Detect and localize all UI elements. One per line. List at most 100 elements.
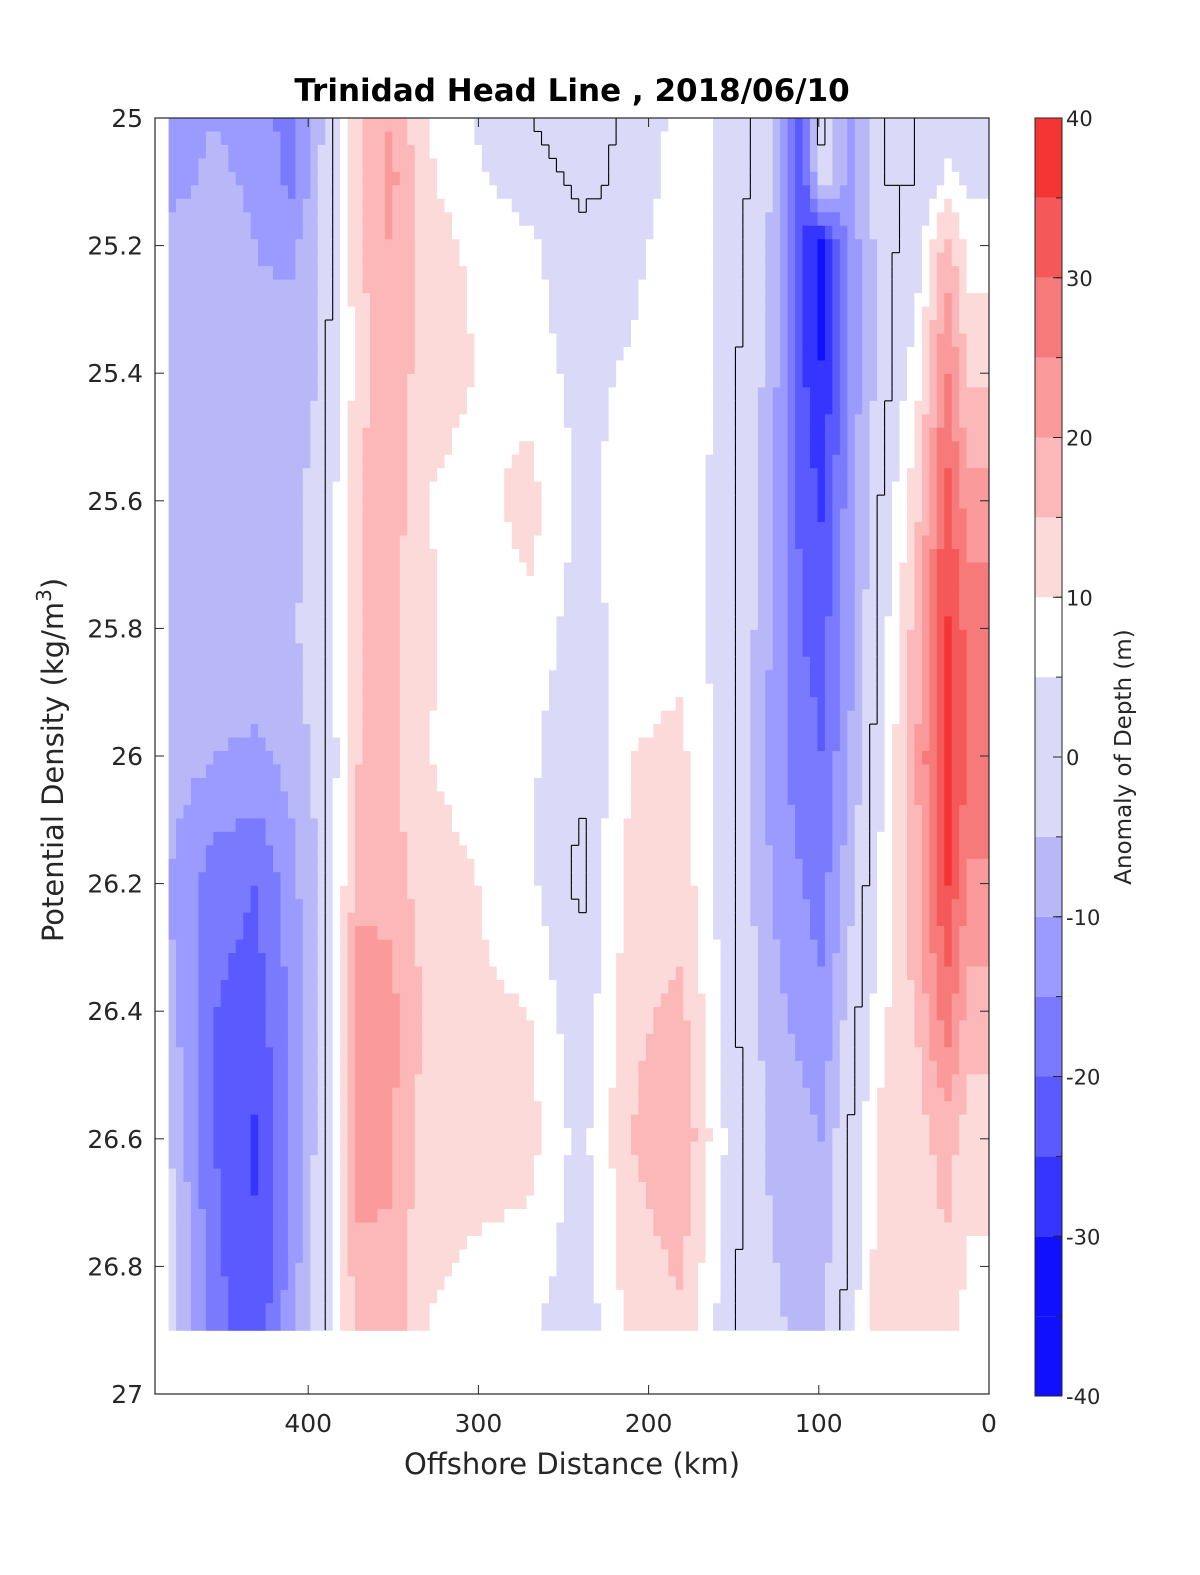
heatmap-cell <box>765 212 774 227</box>
heatmap-cell <box>929 158 938 173</box>
heatmap-cell <box>295 535 304 550</box>
heatmap-cell <box>280 656 289 671</box>
heatmap-cell <box>422 185 431 200</box>
heatmap-cell <box>511 131 520 146</box>
heatmap-cell <box>817 118 826 133</box>
heatmap-cell <box>720 306 729 321</box>
heatmap-cell <box>645 279 654 294</box>
heatmap-cell <box>839 118 848 133</box>
heatmap-cell <box>892 306 901 321</box>
heatmap-cell <box>720 266 729 281</box>
heatmap-cell <box>854 346 863 362</box>
heatmap-cell <box>795 198 804 213</box>
heatmap-cell <box>571 589 580 604</box>
heatmap-cell <box>750 535 759 550</box>
heatmap-cell <box>959 400 968 415</box>
heatmap-cell <box>287 279 296 294</box>
heatmap-cell <box>392 239 401 254</box>
heatmap-cell <box>608 656 617 671</box>
heatmap-cell <box>496 710 505 725</box>
heatmap-cell <box>683 212 692 227</box>
heatmap-cell <box>616 562 625 577</box>
heatmap-cell <box>384 171 393 186</box>
heatmap-cell <box>534 643 543 658</box>
heatmap-cell <box>489 171 498 186</box>
heatmap-cell <box>220 212 229 227</box>
heatmap-cell <box>466 616 475 631</box>
heatmap-cell <box>698 144 707 160</box>
heatmap-cell <box>847 118 856 133</box>
heatmap-cell <box>250 252 259 267</box>
heatmap-cell <box>720 549 729 564</box>
heatmap-cell <box>198 118 207 133</box>
heatmap-cell <box>280 535 289 550</box>
heatmap-cell <box>228 629 237 644</box>
heatmap-cell <box>906 575 916 591</box>
heatmap-cell <box>317 320 326 335</box>
heatmap-cell <box>481 589 490 604</box>
heatmap-cell <box>951 185 960 200</box>
heatmap-cell <box>698 306 707 321</box>
heatmap-cell <box>444 481 453 496</box>
heatmap-cell <box>362 387 371 402</box>
heatmap-cell <box>511 710 520 725</box>
heatmap-cell <box>839 306 848 321</box>
heatmap-cell <box>452 239 461 254</box>
heatmap-cell <box>959 293 968 308</box>
heatmap-cell <box>295 131 304 146</box>
heatmap-cell <box>496 185 505 200</box>
heatmap-cell <box>310 333 319 348</box>
heatmap-cell <box>735 522 744 537</box>
heatmap-cell <box>698 346 707 362</box>
heatmap-cell <box>869 198 878 213</box>
heatmap-cell <box>817 629 826 644</box>
heatmap-cell <box>869 441 878 456</box>
heatmap-cell <box>302 710 311 725</box>
heatmap-cell <box>966 144 975 160</box>
heatmap-cell <box>802 333 811 348</box>
heatmap-cell <box>795 656 804 671</box>
heatmap-cell <box>832 239 841 254</box>
heatmap-cell <box>399 589 408 604</box>
heatmap-cell <box>959 266 968 281</box>
heatmap-cell <box>258 670 267 685</box>
heatmap-cell <box>921 549 930 564</box>
heatmap-cell <box>280 589 289 604</box>
heatmap-cell <box>742 373 751 388</box>
heatmap-cell <box>616 454 625 469</box>
heatmap-cell <box>295 346 304 362</box>
heatmap-cell <box>727 185 737 200</box>
heatmap-cell <box>422 427 431 442</box>
heatmap-cell <box>772 535 781 550</box>
heatmap-cell <box>228 252 237 267</box>
heatmap-cell <box>205 373 214 388</box>
heatmap-cell <box>929 293 938 308</box>
heatmap-cell <box>981 629 989 644</box>
heatmap-cell <box>608 293 617 308</box>
heatmap-cell <box>616 400 625 415</box>
heatmap-cell <box>369 616 379 631</box>
heatmap-cell <box>205 535 214 550</box>
heatmap-cell <box>936 656 945 671</box>
heatmap-cell <box>534 495 543 510</box>
heatmap-cell <box>407 118 416 133</box>
heatmap-cell <box>384 198 393 213</box>
heatmap-cell <box>526 710 535 725</box>
heatmap-cell <box>787 549 796 564</box>
heatmap-cell <box>660 279 669 294</box>
heatmap-cell <box>683 239 692 254</box>
heatmap-cell <box>556 589 565 604</box>
heatmap-cell <box>280 670 289 685</box>
heatmap-cell <box>362 508 371 523</box>
heatmap-cell <box>750 266 759 281</box>
heatmap-cell <box>780 373 789 388</box>
heatmap-cell <box>258 575 267 591</box>
heatmap-cell <box>489 185 498 200</box>
heatmap-cell <box>556 616 565 631</box>
heatmap-cell <box>466 710 475 725</box>
heatmap-cell <box>817 387 826 402</box>
heatmap-cell <box>563 306 572 321</box>
heatmap-cell <box>273 562 282 577</box>
heatmap-cell <box>854 710 863 725</box>
heatmap-cell <box>795 535 804 550</box>
